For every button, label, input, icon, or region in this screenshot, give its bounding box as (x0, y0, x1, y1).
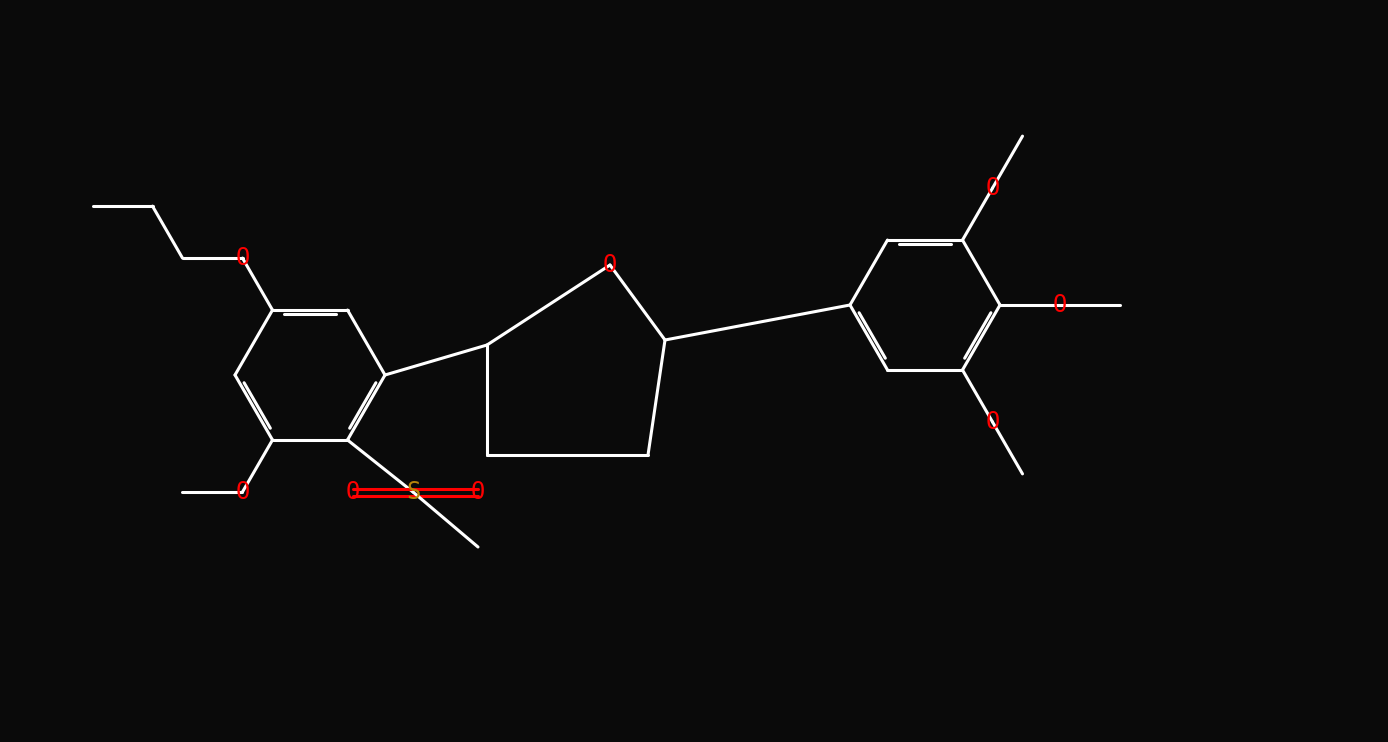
Text: O: O (236, 480, 250, 504)
Text: O: O (602, 253, 618, 277)
Text: O: O (985, 410, 999, 434)
Text: O: O (471, 480, 486, 504)
Text: O: O (1053, 293, 1067, 317)
Text: S: S (405, 480, 421, 504)
Text: O: O (985, 176, 999, 200)
Text: O: O (236, 246, 250, 270)
Text: O: O (346, 480, 359, 504)
